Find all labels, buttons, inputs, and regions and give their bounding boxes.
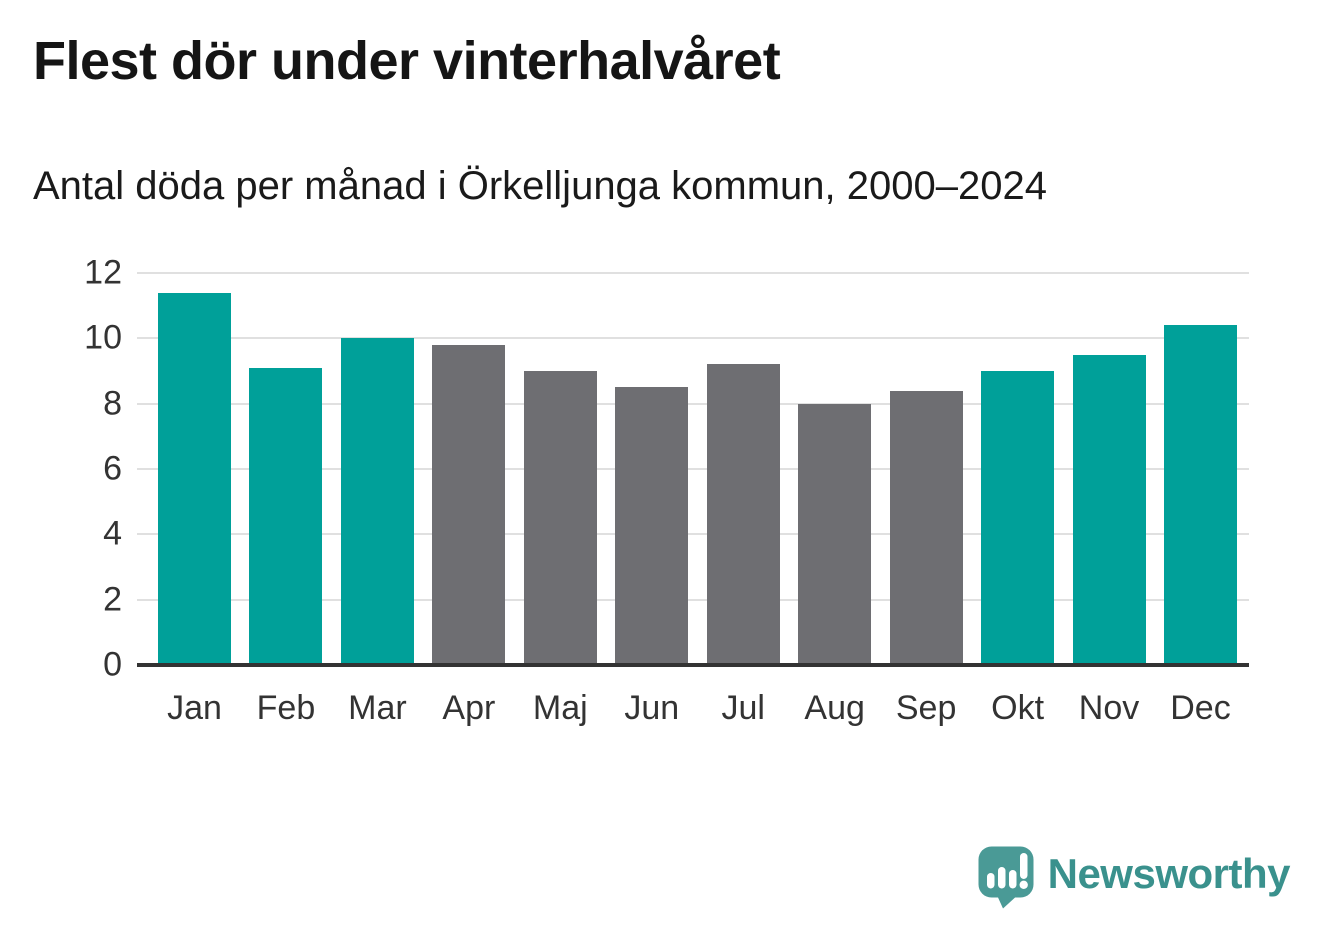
bar-column-maj: Maj: [523, 273, 597, 727]
x-tick-label: Nov: [1078, 689, 1140, 727]
y-tick-label: 10: [84, 318, 122, 357]
x-tick-label: Aug: [804, 689, 865, 727]
x-tick-label: Mar: [348, 689, 407, 727]
x-axis-line: [137, 663, 1249, 667]
bar-column-feb: Feb: [249, 273, 323, 727]
bar-series: Jan Feb Mar Apr Maj Jun Jul Aug Sep Okt Nov Dec: [145, 273, 1249, 727]
y-axis: 0 2 4 6 8 10 12: [0, 254, 122, 684]
bar-column-jan: Jan: [158, 273, 231, 727]
plot-area: Jan Feb Mar Apr Maj Jun Jul Aug Sep Okt Nov Dec: [137, 272, 1249, 727]
bar-apr: [432, 344, 506, 665]
x-tick-label: Sep: [895, 689, 957, 727]
bar-column-apr: Apr: [432, 273, 506, 727]
gridline: [137, 402, 1249, 405]
chart-title: Flest dör under vinterhalvåret: [33, 31, 781, 91]
bar-sep: [889, 390, 963, 665]
brand-name: Newsworthy: [1047, 850, 1291, 897]
bar-nov: [1072, 354, 1146, 665]
y-tick-label: 2: [103, 580, 122, 619]
y-tick-label: 0: [103, 645, 122, 684]
bar-column-mar: Mar: [340, 273, 414, 727]
bar-column-jun: Jun: [615, 273, 689, 727]
gridline: [137, 598, 1249, 601]
y-tick-label: 8: [103, 384, 122, 423]
bar-maj: [523, 371, 597, 665]
x-tick-label: Apr: [442, 689, 496, 727]
newsworthy-brand: Newsworthy: [977, 845, 1291, 909]
gridline: [137, 468, 1249, 470]
x-tick-label: Okt: [991, 689, 1045, 727]
bar-jul: [706, 364, 780, 665]
chart-subtitle: Antal döda per månad i Örkelljunga kommu…: [33, 164, 1047, 208]
bar-column-aug: Aug: [798, 273, 872, 727]
y-tick-label: 6: [103, 449, 122, 488]
x-tick-label: Jan: [167, 689, 222, 727]
bar-mar: [340, 338, 414, 665]
newsworthy-logo-icon: [978, 846, 1034, 909]
y-tick-label: 12: [84, 253, 122, 292]
bar-column-nov: Nov: [1072, 273, 1146, 727]
bar-aug: [798, 403, 872, 665]
bar-jun: [615, 387, 689, 665]
bar-column-sep: Sep: [889, 273, 963, 727]
bar-jan: [158, 292, 231, 665]
bar-feb: [249, 367, 323, 665]
bar-dec: [1163, 325, 1237, 665]
x-tick-label: Feb: [256, 689, 316, 727]
bar-column-jul: Jul: [706, 273, 780, 727]
gridline: [137, 533, 1249, 536]
gridline: [137, 272, 1249, 274]
gridline: [137, 337, 1249, 340]
bar-okt: [981, 371, 1055, 665]
x-tick-label: Maj: [532, 689, 588, 727]
x-tick-label: Jun: [624, 689, 680, 727]
bar-column-dec: Dec: [1163, 273, 1237, 727]
x-tick-label: Jul: [721, 689, 765, 727]
x-tick-label: Dec: [1170, 689, 1231, 727]
bar-column-okt: Okt: [981, 273, 1055, 727]
y-tick-label: 4: [103, 514, 122, 553]
